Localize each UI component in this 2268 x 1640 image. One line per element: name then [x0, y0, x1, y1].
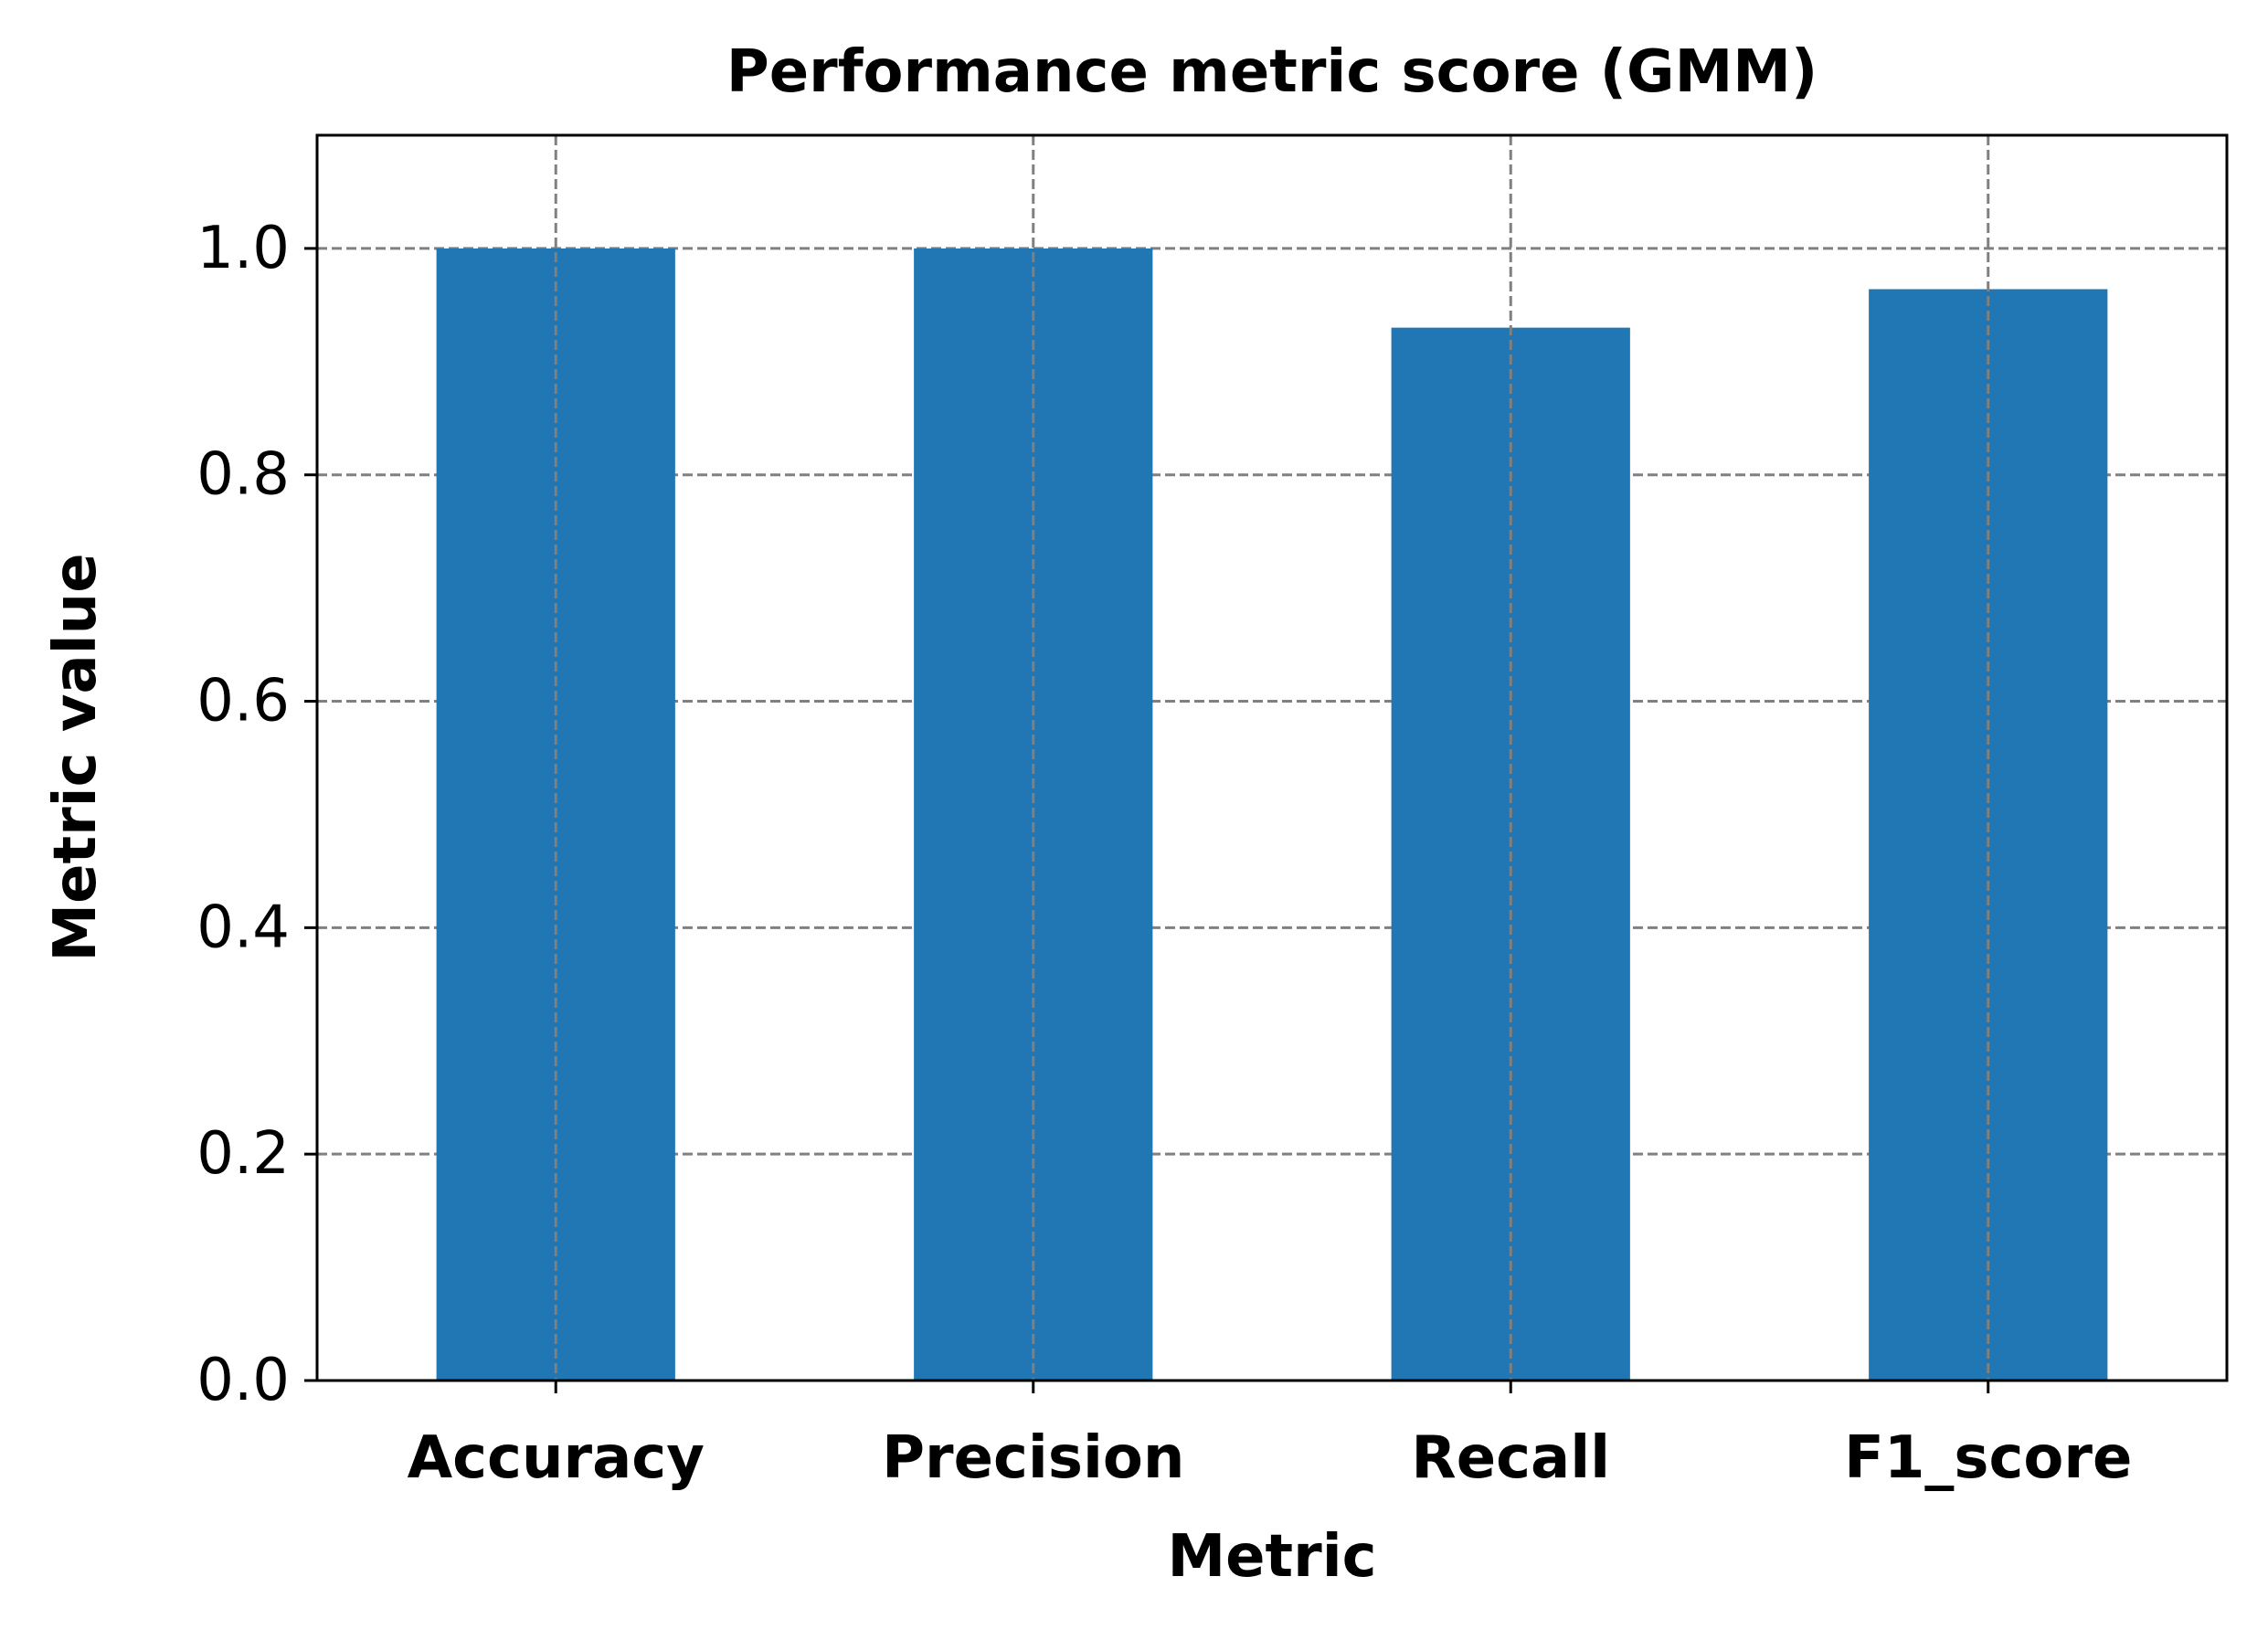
y-axis-label: Metric value [42, 553, 110, 961]
chart-title: Performance metric score (GMM) [726, 38, 1818, 106]
y-tick-label: 1.0 [196, 215, 290, 282]
y-tick-label: 0.6 [196, 668, 290, 735]
y-tick-label: 0.2 [196, 1120, 290, 1188]
x-tick-label: F1_score [1844, 1424, 2132, 1492]
x-axis-label: Metric [1167, 1523, 1376, 1591]
vertical-grid-layer [554, 135, 1990, 1381]
x-axis-ticks: Accuracy Precision Recall F1_score [408, 1381, 2132, 1492]
x-tick-label: Recall [1411, 1424, 1610, 1492]
bar-f1-score [1869, 289, 2108, 1381]
y-axis-ticks: 0.0 0.2 0.4 0.6 0.8 1.0 [196, 215, 317, 1414]
y-tick-label: 0.8 [196, 441, 290, 509]
x-tick-label: Accuracy [408, 1424, 705, 1492]
bars-layer [436, 248, 2108, 1381]
y-tick-label: 0.0 [196, 1347, 290, 1414]
plot-frame [315, 133, 2229, 1382]
x-tick-label: Precision [882, 1424, 1184, 1492]
y-tick-label: 0.4 [196, 894, 290, 961]
